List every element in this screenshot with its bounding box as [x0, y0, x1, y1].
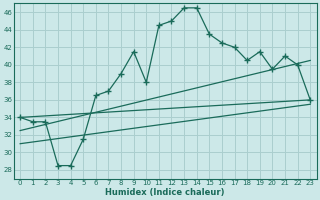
X-axis label: Humidex (Indice chaleur): Humidex (Indice chaleur)	[106, 188, 225, 197]
